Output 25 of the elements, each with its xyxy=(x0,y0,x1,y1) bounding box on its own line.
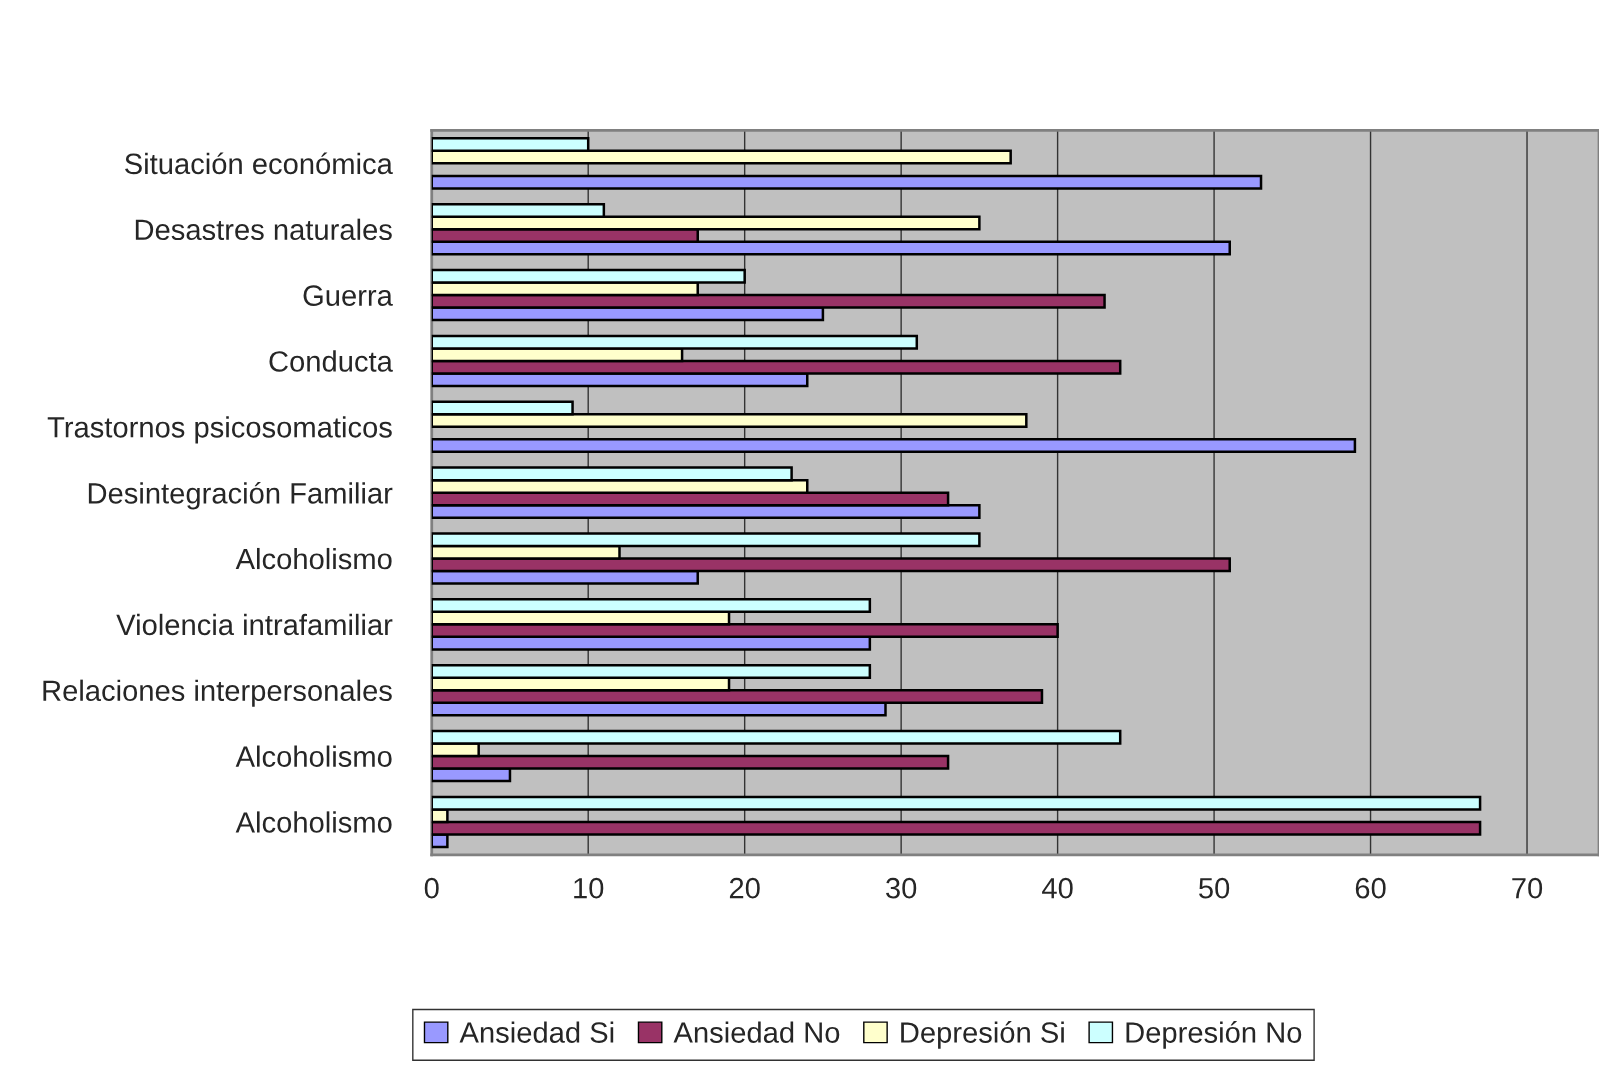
y-tick-label: Alcoholismo xyxy=(235,745,392,767)
y-tick-label: Trastornos psicosomaticos xyxy=(47,416,392,444)
legend-label: Ansiedad Si xyxy=(459,1021,614,1043)
y-tick-label: Desintegración Familiar xyxy=(88,481,393,510)
x-tick-label: 40 xyxy=(1042,877,1073,899)
y-tick-label: Relaciones interpersonales xyxy=(43,679,392,707)
legend-label: Ansiedad No xyxy=(673,1021,840,1043)
legend-label: Depresión Si xyxy=(901,1021,1064,1049)
y-tick-label: Alcoholismo xyxy=(235,547,392,570)
y-tick-label: Conducta xyxy=(269,350,393,372)
x-tick-label: 60 xyxy=(1355,877,1386,899)
x-tick-label: 20 xyxy=(729,877,760,899)
y-tick-label: Alcoholismo xyxy=(235,811,392,833)
x-tick-label: 0 xyxy=(424,877,439,899)
x-tick-label: 30 xyxy=(886,877,917,899)
x-tick-label: 70 xyxy=(1512,877,1543,899)
legend-label: Depresión No xyxy=(1126,1021,1302,1049)
y-tick-label: Situación económica xyxy=(125,152,393,175)
x-tick-label: 10 xyxy=(574,877,604,899)
bar xyxy=(431,438,1357,454)
y-tick-label: Guerra xyxy=(303,285,393,306)
x-tick-label: 50 xyxy=(1199,877,1230,899)
bar xyxy=(431,174,1263,190)
y-tick-label: Desastres naturales xyxy=(135,218,392,241)
y-tick-label: Violencia intrafamiliar xyxy=(116,613,393,636)
